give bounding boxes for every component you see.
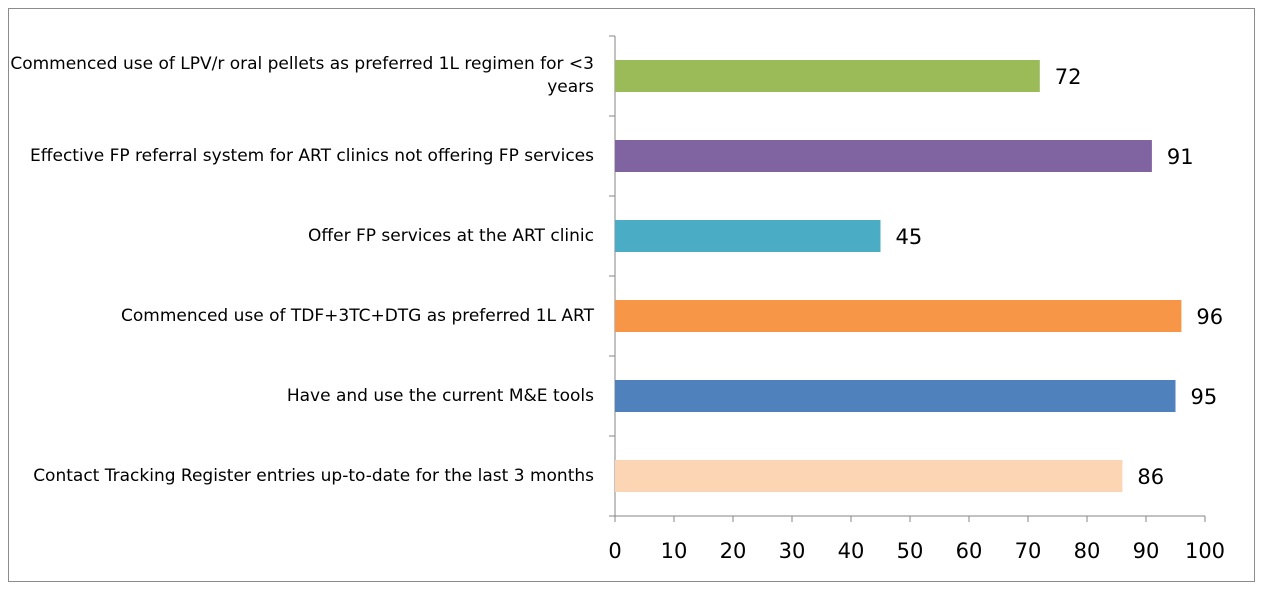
bar [615, 460, 1123, 492]
bar [615, 220, 881, 252]
x-tick-label: 40 [838, 539, 865, 563]
category-label: Commenced use of LPV/r oral pellets as p… [10, 54, 594, 97]
bar [615, 140, 1152, 172]
category-label: Offer FP services at the ART clinic [308, 225, 594, 246]
data-label: 86 [1137, 465, 1164, 489]
data-label: 45 [896, 225, 923, 249]
bar [615, 300, 1182, 332]
category-label: Contact Tracking Register entries up-to-… [33, 465, 594, 486]
data-label: 72 [1055, 65, 1082, 89]
category-label: Have and use the current M&E tools [286, 385, 594, 406]
data-label: 96 [1196, 305, 1223, 329]
x-tick-label: 80 [1074, 539, 1101, 563]
x-tick-label: 30 [779, 539, 806, 563]
data-label: 91 [1167, 145, 1194, 169]
x-tick-label: 60 [956, 539, 983, 563]
x-tick-label: 20 [720, 539, 747, 563]
category-label: Effective FP referral system for ART cli… [30, 145, 594, 166]
bar [615, 380, 1176, 412]
x-tick-label: 100 [1185, 539, 1225, 563]
category-label: Commenced use of TDF+3TC+DTG as preferre… [120, 305, 594, 326]
x-tick-label: 10 [661, 539, 688, 563]
data-label: 95 [1191, 385, 1218, 409]
x-tick-label: 0 [608, 539, 621, 563]
x-tick-label: 50 [897, 539, 924, 563]
bar [615, 60, 1040, 92]
x-tick-label: 90 [1133, 539, 1160, 563]
x-tick-label: 70 [1015, 539, 1042, 563]
